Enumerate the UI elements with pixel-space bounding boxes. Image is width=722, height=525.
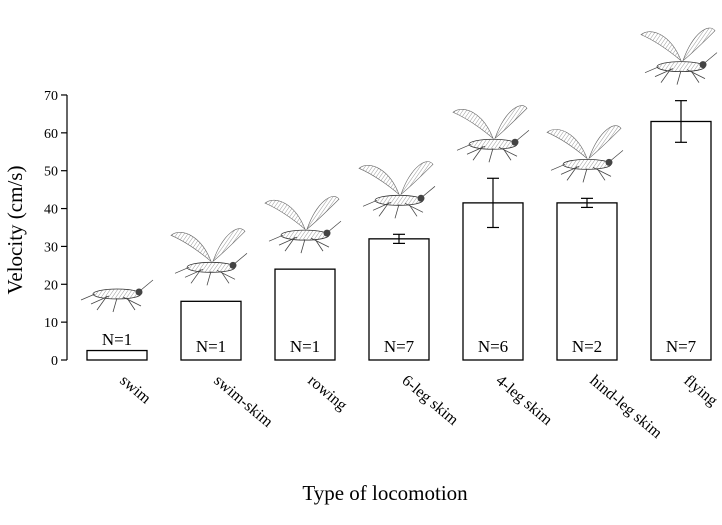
insect-6-leg-skimming xyxy=(358,161,436,219)
insect-hind-leg-skimming xyxy=(546,125,624,183)
sample-size-label: N=7 xyxy=(384,337,415,356)
x-tick-label: rowing xyxy=(304,372,350,414)
x-tick-label: swim xyxy=(116,372,154,408)
y-tick-label: 30 xyxy=(44,240,58,255)
bar xyxy=(650,120,712,361)
error-bars-group xyxy=(393,100,687,244)
sample-size-label: N=6 xyxy=(478,337,508,356)
y-tick-label: 0 xyxy=(51,354,58,369)
insect-4-leg-skimming xyxy=(452,105,530,163)
y-axis-ticks: 0 10 20 30 40 50 60 70 xyxy=(44,89,67,369)
y-tick-label: 40 xyxy=(44,203,58,218)
x-tick-labels: swim swim-skim rowing 6-leg skim 4-leg skim h… xyxy=(116,372,720,442)
sample-size-labels: N=1 N=1 N=1 N=7 N=6 N=2 N=7 xyxy=(102,330,697,356)
y-tick-label: 50 xyxy=(44,165,58,180)
insect-swimming xyxy=(80,279,154,313)
bar xyxy=(274,268,336,361)
bar xyxy=(462,202,524,361)
y-axis-label: Velocity (cm/s) xyxy=(3,166,27,295)
y-tick-label: 60 xyxy=(44,127,58,142)
error-bar xyxy=(675,100,687,143)
sample-size-label: N=2 xyxy=(572,337,602,356)
error-bar xyxy=(393,233,405,244)
sample-size-label: N=1 xyxy=(290,337,320,356)
y-tick-label: 20 xyxy=(44,278,58,293)
sample-size-label: N=1 xyxy=(102,330,132,349)
x-tick-label: 6-leg skim xyxy=(398,372,461,429)
error-bar xyxy=(487,177,499,229)
bar xyxy=(180,300,242,361)
x-tick-label: hind-leg skim xyxy=(586,372,665,442)
insect-flying xyxy=(640,27,718,85)
bar xyxy=(86,349,148,361)
insect-rowing xyxy=(264,196,342,254)
bar xyxy=(368,238,430,361)
error-bar xyxy=(581,197,593,209)
insect-illustrations xyxy=(80,27,718,313)
sample-size-label: N=7 xyxy=(666,337,697,356)
x-tick-label: 4-leg skim xyxy=(492,372,555,429)
bar xyxy=(556,202,618,361)
bars-group xyxy=(86,120,712,361)
y-tick-label: 70 xyxy=(44,89,58,104)
x-tick-label: swim-skim xyxy=(210,372,276,431)
x-tick-label: flying xyxy=(680,372,720,410)
y-tick-label: 10 xyxy=(44,316,58,331)
x-axis-label: Type of locomotion xyxy=(302,481,468,505)
insect-swim-skimming xyxy=(170,228,248,286)
sample-size-label: N=1 xyxy=(196,337,226,356)
